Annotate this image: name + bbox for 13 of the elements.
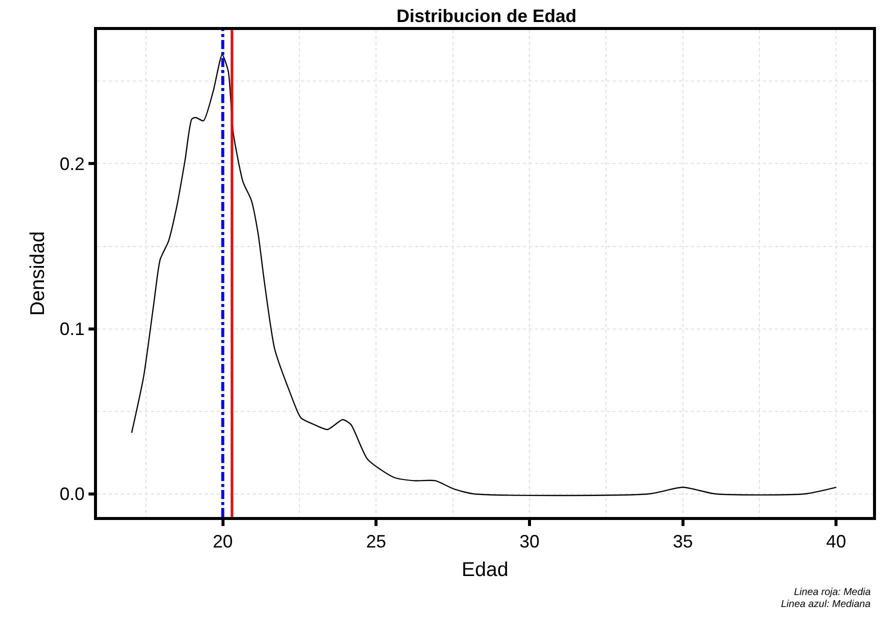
y-axis-title: Densidad xyxy=(27,231,50,316)
x-tick-label: 30 xyxy=(519,531,540,552)
x-axis-title: Edad xyxy=(462,558,508,581)
text: Linea azul: Mediana xyxy=(781,599,871,610)
y-tick-label: 0.1 xyxy=(60,319,85,340)
x-tick-label: 20 xyxy=(212,531,233,552)
y-tick-label: 0.2 xyxy=(60,154,85,174)
text: Linea roja: Media xyxy=(794,587,872,598)
x-tick-label: 40 xyxy=(826,531,846,552)
y-tick-label: 0.0 xyxy=(60,484,85,504)
x-tick-label: 25 xyxy=(366,531,386,552)
chart-title: Distribucion de Edad xyxy=(396,6,577,26)
x-tick-label: 35 xyxy=(672,531,693,552)
